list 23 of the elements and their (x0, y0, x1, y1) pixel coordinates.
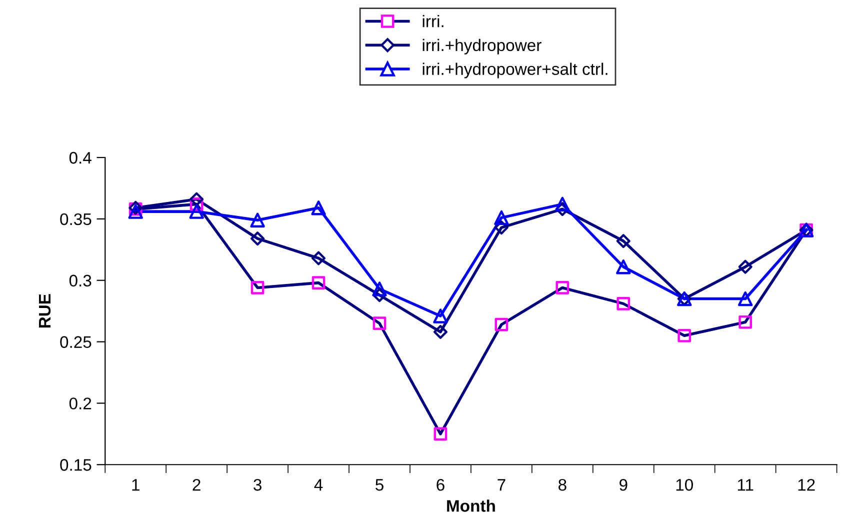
x-tick-label: 12 (798, 478, 815, 491)
x-tick-label: 9 (620, 478, 628, 491)
x-tick-label: 3 (254, 478, 262, 491)
x-tick-label: 10 (676, 478, 693, 491)
x-axis-title: Month (447, 500, 495, 512)
x-tick-label: 11 (738, 479, 754, 491)
y-tick-label: 0.35 (60, 213, 92, 226)
y-tick-label: 0.3 (69, 274, 92, 287)
x-tick-label: 7 (498, 479, 506, 491)
legend-label: irri.+hydropower+salt ctrl. (422, 62, 608, 78)
y-tick-label: 0.2 (69, 398, 92, 410)
y-tick-label: 0.15 (60, 459, 92, 471)
y-axis-title: RUE (39, 294, 51, 328)
legend-label: irri. (422, 15, 444, 28)
legend-label: irri.+hydropower (422, 38, 542, 54)
x-tick-label: 1 (132, 479, 140, 491)
x-tick-label: 8 (558, 478, 566, 491)
y-tick-label: 0.4 (69, 152, 92, 164)
y-tick-label: 0.25 (60, 336, 92, 348)
x-tick-label: 6 (436, 478, 444, 491)
x-tick-label: 4 (314, 479, 323, 491)
x-tick-label: 5 (376, 479, 384, 491)
x-tick-label: 2 (192, 478, 200, 491)
